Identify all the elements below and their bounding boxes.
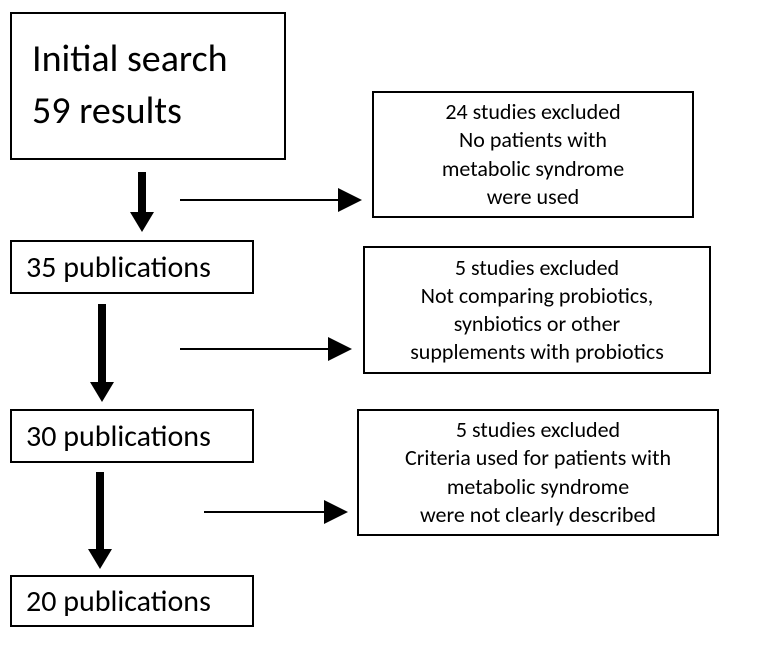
exclusion-3-line-3: were not clearly described xyxy=(420,501,656,529)
arrow-down-3-head xyxy=(88,549,112,569)
exclusion-2-line-3: supplements with probiotics xyxy=(410,338,664,366)
initial-search-subtitle: 59 results xyxy=(20,89,182,135)
exclusion-1-line-1: No patients with xyxy=(459,126,607,154)
arrow-down-2-head xyxy=(90,382,114,402)
initial-search-title: Initial search xyxy=(20,37,228,83)
exclusion-3-line-1: Criteria used for patients with xyxy=(405,444,671,472)
node-35-label: 35 publications xyxy=(20,249,211,286)
node-exclusion-3: 5 studies excluded Criteria used for pat… xyxy=(357,409,719,536)
node-20-publications: 20 publications xyxy=(10,575,254,627)
node-20-label: 20 publications xyxy=(20,583,211,620)
node-35-publications: 35 publications xyxy=(10,240,254,294)
exclusion-3-line-0: 5 studies excluded xyxy=(456,416,620,444)
flowchart-canvas: Initial search 59 results 35 publication… xyxy=(0,0,771,659)
exclusion-1-line-3: were used xyxy=(487,183,579,211)
node-initial-search: Initial search 59 results xyxy=(10,12,286,160)
arrow-down-1-head xyxy=(130,212,154,232)
node-30-label: 30 publications xyxy=(20,418,211,455)
exclusion-1-line-0: 24 studies excluded xyxy=(445,98,620,126)
exclusion-3-line-2: metabolic syndrome xyxy=(447,473,629,501)
exclusion-2-line-1: Not comparing probiotics, xyxy=(421,282,653,310)
node-exclusion-2: 5 studies excluded Not comparing probiot… xyxy=(363,246,711,374)
exclusion-2-line-0: 5 studies excluded xyxy=(455,254,619,282)
node-30-publications: 30 publications xyxy=(10,409,254,463)
exclusion-2-line-2: synbiotics or other xyxy=(454,310,620,338)
exclusion-1-line-2: metabolic syndrome xyxy=(442,155,624,183)
node-exclusion-1: 24 studies excluded No patients with met… xyxy=(372,91,694,218)
